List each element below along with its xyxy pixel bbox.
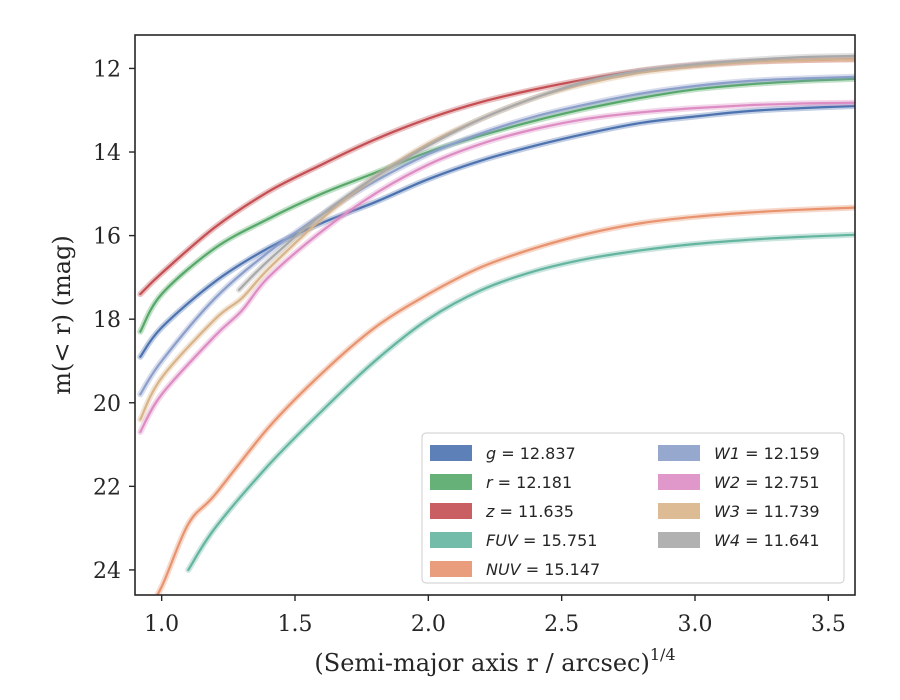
y-tick-label: 24: [93, 559, 121, 584]
y-tick-label: 20: [93, 392, 121, 417]
legend-swatch: [658, 474, 700, 490]
legend-label-value: = 15.147: [521, 560, 601, 579]
legend-label-value: = 12.751: [740, 473, 820, 492]
legend-label-name: z: [485, 502, 495, 521]
y-axis: 12 14 16 18 20 22 24: [93, 57, 135, 584]
series-w1-band: [137, 73, 855, 398]
legend-label: FUV = 15.751: [486, 531, 597, 550]
legend-label-value: = 11.739: [740, 502, 820, 521]
legend-swatch: [658, 445, 700, 461]
series-r-line: [139, 77, 855, 333]
curves-layer: [137, 52, 855, 595]
series-r: [137, 75, 855, 335]
x-tick-label: 1.5: [278, 612, 313, 637]
series-g-line: [139, 104, 855, 358]
x-tick-label: 3.0: [678, 612, 713, 637]
legend-swatch: [658, 532, 700, 548]
legend-label-value: = 12.181: [493, 473, 573, 492]
legend-label-name: NUV: [486, 560, 522, 579]
series-nuv-line: [156, 206, 855, 595]
legend-label: W3 = 11.739: [714, 502, 820, 521]
x-tick-label: 1.0: [144, 612, 179, 637]
series-w3: [137, 56, 855, 423]
legend-box: [421, 432, 845, 584]
y-tick-label: 12: [93, 57, 121, 82]
legend-label-name: r: [486, 473, 494, 492]
series-w1-line: [139, 75, 855, 396]
series-w4: [236, 52, 855, 293]
legend-label-value: = 12.159: [740, 444, 820, 463]
legend-swatch: [430, 532, 472, 548]
legend-label-value: = 15.751: [518, 531, 598, 550]
legend-swatch: [430, 503, 472, 519]
legend-swatch: [430, 445, 472, 461]
series-w4-line: [237, 54, 855, 291]
legend-label-name: W4: [714, 531, 740, 550]
legend-label-value: = 12.837: [496, 444, 576, 463]
x-axis-label-exponent: 1/4: [650, 645, 676, 664]
series-w4-band: [236, 52, 855, 293]
series-g: [137, 103, 855, 360]
x-tick-label: 2.0: [411, 612, 446, 637]
legend-label: NUV = 15.147: [486, 560, 600, 579]
series-fuv: [185, 231, 855, 573]
legend-label: z = 11.635: [485, 502, 574, 521]
legend-label: g = 12.837: [486, 444, 576, 463]
legend-label-name: W2: [714, 473, 740, 492]
series-fuv-line: [187, 233, 855, 571]
legend-swatch: [430, 561, 472, 577]
y-tick-label: 14: [93, 141, 121, 166]
legend-label: r = 12.181: [486, 473, 572, 492]
legend-label: W4 = 11.641: [714, 531, 820, 550]
series-w2-line: [139, 101, 855, 434]
series-nuv: [154, 204, 855, 595]
x-tick-label: 2.5: [544, 612, 579, 637]
series-w3-line: [139, 58, 855, 421]
legend-label-name: W3: [714, 502, 740, 521]
series-w1: [137, 73, 855, 398]
x-axis-label: (Semi-major axis r / arcsec)1/4: [314, 645, 675, 677]
x-axis: 1.0 1.5 2.0 2.5 3.0 3.5: [144, 595, 846, 637]
x-tick-label: 3.5: [811, 612, 846, 637]
legend-label-value: = 11.635: [494, 502, 574, 521]
legend-label-name: W1: [714, 444, 740, 463]
legend-label-value: = 11.641: [740, 531, 820, 550]
y-axis-label: m(< r) (mag): [48, 235, 76, 394]
legend-swatch: [658, 503, 700, 519]
y-tick-label: 16: [93, 225, 121, 250]
legend-label-name: g: [486, 444, 496, 463]
legend-label: W1 = 12.159: [714, 444, 820, 463]
legend-label-name: FUV: [486, 531, 519, 550]
legend-swatch: [430, 474, 472, 490]
plot-frame: [134, 34, 856, 596]
y-tick-label: 22: [93, 475, 121, 500]
legend-label: W2 = 12.751: [714, 473, 820, 492]
y-tick-label: 18: [93, 308, 121, 333]
series-w2: [137, 99, 855, 435]
